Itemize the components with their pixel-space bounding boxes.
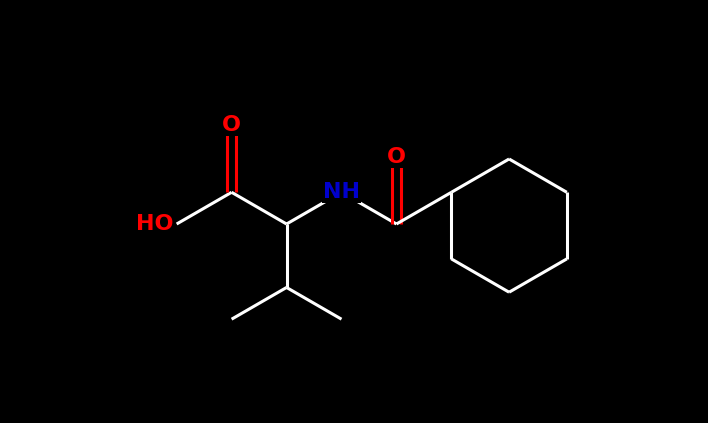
Text: NH: NH bbox=[323, 182, 360, 202]
Text: O: O bbox=[222, 115, 241, 135]
Text: O: O bbox=[387, 147, 406, 167]
Text: HO: HO bbox=[136, 214, 173, 234]
